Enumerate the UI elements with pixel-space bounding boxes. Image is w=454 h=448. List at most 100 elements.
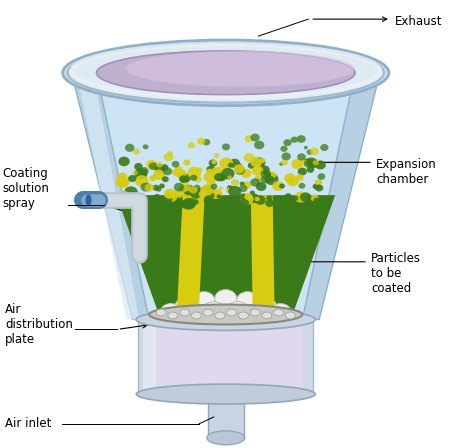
Ellipse shape	[149, 175, 157, 181]
Ellipse shape	[202, 139, 210, 146]
Ellipse shape	[208, 190, 218, 199]
Ellipse shape	[215, 290, 237, 307]
Ellipse shape	[136, 384, 315, 404]
Ellipse shape	[123, 190, 133, 198]
Polygon shape	[177, 195, 205, 310]
Polygon shape	[143, 319, 156, 394]
Ellipse shape	[193, 185, 201, 191]
Ellipse shape	[165, 191, 178, 202]
Ellipse shape	[250, 178, 260, 187]
Ellipse shape	[217, 194, 222, 198]
Ellipse shape	[228, 163, 233, 168]
Polygon shape	[96, 73, 355, 319]
Ellipse shape	[179, 175, 188, 183]
Polygon shape	[138, 319, 313, 394]
Ellipse shape	[183, 187, 193, 195]
Ellipse shape	[227, 185, 233, 190]
Ellipse shape	[221, 168, 234, 179]
Ellipse shape	[283, 139, 291, 146]
Ellipse shape	[203, 302, 225, 319]
Ellipse shape	[203, 172, 216, 182]
Ellipse shape	[267, 173, 271, 177]
Ellipse shape	[163, 168, 172, 175]
Ellipse shape	[207, 179, 216, 186]
Polygon shape	[251, 195, 275, 310]
Ellipse shape	[211, 184, 217, 190]
Ellipse shape	[222, 143, 230, 151]
Ellipse shape	[124, 186, 138, 198]
Ellipse shape	[243, 181, 252, 188]
Ellipse shape	[248, 162, 256, 169]
Ellipse shape	[216, 167, 223, 173]
Ellipse shape	[281, 146, 287, 152]
Ellipse shape	[164, 153, 173, 161]
Ellipse shape	[265, 173, 278, 185]
Ellipse shape	[174, 190, 184, 198]
Ellipse shape	[215, 312, 225, 319]
Ellipse shape	[207, 431, 245, 445]
Ellipse shape	[256, 164, 260, 167]
Ellipse shape	[182, 198, 196, 210]
Ellipse shape	[306, 166, 314, 173]
Ellipse shape	[180, 186, 186, 191]
Ellipse shape	[237, 292, 259, 310]
Ellipse shape	[183, 159, 190, 165]
Ellipse shape	[219, 158, 233, 169]
Ellipse shape	[118, 157, 130, 166]
Ellipse shape	[160, 304, 182, 322]
Ellipse shape	[234, 164, 245, 174]
Ellipse shape	[239, 194, 247, 200]
Ellipse shape	[209, 159, 217, 167]
Ellipse shape	[311, 194, 319, 202]
Ellipse shape	[266, 195, 272, 201]
Ellipse shape	[261, 176, 270, 183]
Ellipse shape	[154, 164, 164, 172]
Ellipse shape	[125, 144, 134, 152]
Ellipse shape	[149, 305, 302, 324]
Ellipse shape	[274, 309, 284, 316]
Ellipse shape	[226, 175, 230, 179]
Ellipse shape	[279, 162, 283, 166]
Ellipse shape	[175, 297, 197, 315]
Ellipse shape	[202, 185, 215, 196]
Ellipse shape	[141, 183, 151, 192]
Ellipse shape	[134, 163, 143, 170]
Ellipse shape	[198, 190, 207, 198]
Ellipse shape	[180, 185, 188, 192]
Ellipse shape	[162, 176, 169, 182]
Ellipse shape	[298, 183, 306, 189]
Ellipse shape	[143, 144, 148, 149]
Ellipse shape	[210, 167, 223, 179]
Ellipse shape	[214, 173, 224, 181]
Ellipse shape	[240, 181, 245, 186]
Ellipse shape	[287, 176, 299, 186]
Ellipse shape	[68, 43, 384, 103]
Ellipse shape	[251, 134, 260, 142]
Ellipse shape	[309, 160, 318, 168]
Ellipse shape	[227, 309, 237, 316]
Ellipse shape	[241, 169, 252, 178]
Ellipse shape	[227, 302, 249, 319]
Ellipse shape	[63, 40, 389, 106]
Ellipse shape	[231, 179, 239, 186]
Ellipse shape	[192, 199, 199, 205]
Ellipse shape	[250, 309, 260, 316]
Ellipse shape	[203, 309, 213, 316]
Ellipse shape	[159, 184, 165, 189]
Text: Exhaust: Exhaust	[395, 15, 442, 28]
Ellipse shape	[136, 309, 315, 331]
Ellipse shape	[245, 135, 253, 142]
Ellipse shape	[306, 149, 313, 155]
Ellipse shape	[255, 195, 266, 205]
Ellipse shape	[304, 146, 308, 149]
Ellipse shape	[306, 158, 317, 167]
Ellipse shape	[134, 168, 148, 179]
Ellipse shape	[128, 175, 136, 182]
Ellipse shape	[262, 312, 272, 319]
Ellipse shape	[248, 194, 260, 203]
Ellipse shape	[218, 174, 226, 181]
Ellipse shape	[176, 169, 187, 179]
Ellipse shape	[244, 153, 255, 162]
Ellipse shape	[179, 185, 187, 191]
Text: Coating
solution
spray: Coating solution spray	[2, 167, 49, 210]
